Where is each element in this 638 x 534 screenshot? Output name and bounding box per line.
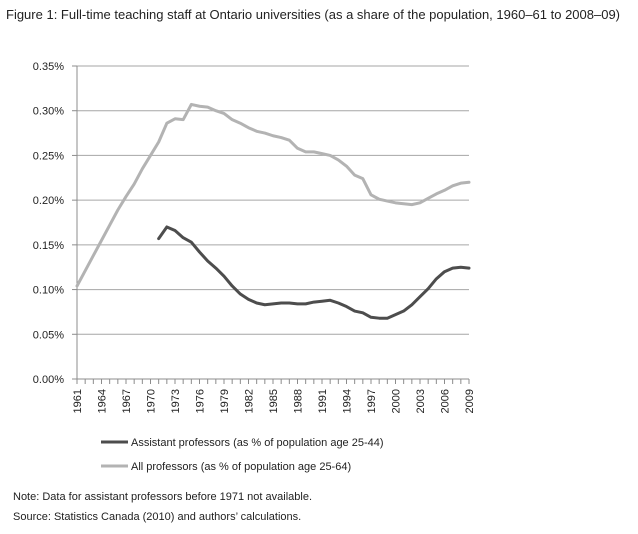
x-tick-label: 1982	[244, 389, 256, 413]
x-tick-label: 2009	[464, 389, 476, 413]
y-tick-label: 0.25%	[33, 150, 64, 162]
x-tick-label: 2006	[440, 389, 452, 413]
x-tick-label: 2000	[391, 389, 403, 413]
x-tick-label: 1991	[317, 389, 329, 413]
x-tick-label: 1973	[170, 389, 182, 413]
y-tick-labels: 0.00% 0.05% 0.10% 0.15% 0.20% 0.25% 0.30% 0.35%	[33, 61, 64, 386]
y-tick-label: 0.35%	[33, 61, 64, 73]
x-tick-label: 1988	[293, 389, 305, 413]
x-tick-label: 1964	[97, 389, 109, 413]
y-tick-label: 0.20%	[33, 195, 64, 207]
x-tick-label: 1994	[342, 389, 354, 413]
figure-title: Figure 1: Full-time teaching staff at On…	[6, 7, 621, 22]
x-tick-label: 2003	[415, 389, 427, 413]
legend-label: All professors (as % of population age 2…	[131, 461, 351, 473]
x-tick-label: 1970	[146, 389, 158, 413]
y-tick-label: 0.05%	[33, 329, 64, 341]
x-tick-label: 1997	[366, 389, 378, 413]
legend: Assistant professors (as % of population…	[101, 437, 384, 473]
series-line-all-professors	[75, 102, 471, 288]
x-tick-labels: 1961 1964 1967 1970 1973 1976 1979 1982 1985 1988…	[72, 389, 476, 413]
y-tick-label: 0.15%	[33, 240, 64, 252]
gridlines	[77, 65, 469, 335]
x-tick-label: 1976	[195, 389, 207, 413]
x-tick-label: 1961	[72, 389, 84, 413]
y-tick-label: 0.30%	[33, 106, 64, 118]
axes	[72, 65, 470, 384]
series-lines	[75, 102, 471, 320]
series-line-assistant-professors	[157, 225, 471, 320]
y-tick-label: 0.00%	[33, 374, 64, 386]
source-note: Source: Statistics Canada (2010) and aut…	[13, 511, 302, 523]
x-tick-label: 1985	[268, 389, 280, 413]
x-tick-label: 1979	[219, 389, 231, 413]
data-note: Note: Data for assistant professors befo…	[13, 491, 313, 503]
y-tick-label: 0.10%	[33, 285, 64, 297]
x-tick-label: 1967	[121, 389, 133, 413]
legend-label: Assistant professors (as % of population…	[131, 437, 384, 449]
